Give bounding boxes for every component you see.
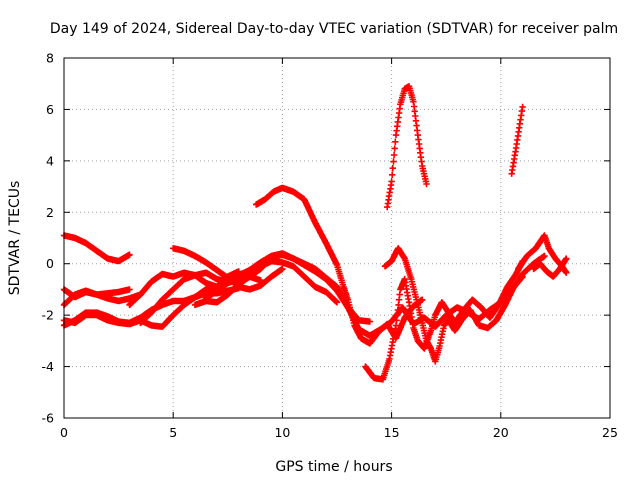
plus-markers: [381, 245, 548, 365]
grid-lines: [64, 58, 610, 418]
series-track-n: [384, 83, 430, 211]
plot-frame: [63, 57, 611, 419]
series-track-l: [362, 257, 526, 383]
x-tick-label: 0: [60, 425, 68, 440]
y-tick-label: -6: [42, 411, 55, 426]
data-marks: [60, 83, 570, 383]
plus-markers: [508, 103, 526, 177]
plus-markers: [384, 83, 430, 211]
y-tick-label: 8: [46, 51, 54, 66]
x-axis-label: GPS time / hours: [275, 459, 392, 475]
chart-title: Day 149 of 2024, Sidereal Day-to-day VTE…: [50, 21, 618, 37]
y-tick-label: 2: [46, 205, 54, 220]
x-tick-label: 20: [493, 425, 509, 440]
plus-markers: [60, 232, 133, 265]
y-tick-label: 0: [46, 256, 54, 271]
x-tick-label: 15: [384, 425, 400, 440]
x-tick-label: 5: [169, 425, 177, 440]
y-axis-label: SDTVAR / TECUs: [7, 181, 23, 296]
series-track-a: [60, 232, 133, 265]
plus-markers: [362, 257, 526, 383]
series-track-m: [381, 245, 548, 365]
x-tick-label: 25: [602, 425, 618, 440]
y-tick-label: -4: [42, 359, 55, 374]
x-tick-label: 10: [274, 425, 290, 440]
y-tick-label: 6: [46, 102, 54, 117]
series-track-q: [530, 255, 570, 280]
plus-markers: [530, 255, 570, 280]
y-tick-label: -2: [42, 308, 54, 323]
y-tick-label: 4: [46, 153, 54, 168]
series-track-k: [253, 184, 426, 347]
plus-markers: [253, 184, 426, 347]
series-track-o: [508, 103, 526, 177]
